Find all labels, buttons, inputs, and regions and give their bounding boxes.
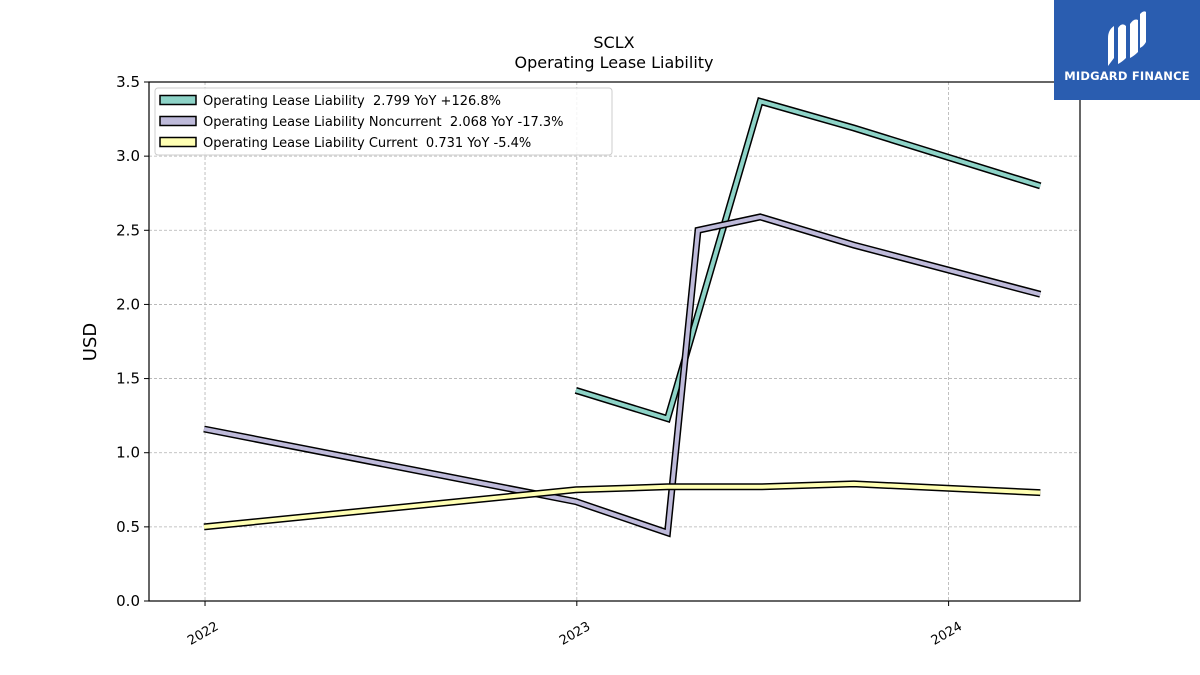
legend-swatch (159, 115, 197, 127)
x-tick-label: 2022 (185, 619, 221, 649)
series-2 (203, 213, 1042, 538)
y-tick-label: 2.5 (116, 221, 140, 239)
series-line (575, 98, 1041, 422)
x-tick-label: 2023 (557, 619, 593, 649)
y-tick-label: 3.0 (116, 147, 140, 165)
legend-box (154, 87, 613, 156)
series-3 (203, 480, 1041, 531)
axis-ticks: 0.0 0.5 1.0 1.5 2.0 2.5 3.0 3.5 2022 2023 2024 (116, 73, 965, 649)
series-1 (574, 96, 1042, 423)
grid (149, 81, 1080, 602)
chart-title: SCLX (593, 33, 634, 52)
legend-swatch (159, 94, 197, 106)
series-line (203, 214, 1041, 536)
midgard-m-logo-icon (1108, 11, 1146, 66)
legend-entry: Operating Lease Liability 2.799 YoY +126… (203, 94, 501, 109)
brand-logo: MIDGARD FINANCE (1054, 0, 1200, 100)
y-tick-label: 2.0 (116, 295, 140, 313)
series-line (203, 481, 1041, 529)
x-tick-label: 2024 (929, 619, 965, 649)
legend: Operating Lease Liability 2.799 YoY +126… (154, 87, 613, 156)
y-tick-label: 0.5 (116, 518, 140, 536)
chart-subtitle: Operating Lease Liability (514, 53, 713, 72)
legend-entry: Operating Lease Liability Noncurrent 2.0… (203, 115, 564, 130)
plot-frame (148, 81, 1081, 602)
y-tick-label: 3.5 (116, 73, 140, 91)
series-line-outline (574, 96, 1042, 423)
y-tick-label: 1.5 (116, 370, 140, 388)
legend-swatch (159, 136, 197, 148)
series-lines (203, 96, 1042, 538)
brand-name: MIDGARD FINANCE (1064, 69, 1190, 83)
y-tick-label: 0.0 (116, 592, 140, 610)
y-tick-label: 1.0 (116, 444, 140, 462)
y-axis-label: USD (80, 323, 101, 361)
legend-entry: Operating Lease Liability Current 0.731 … (203, 136, 531, 151)
